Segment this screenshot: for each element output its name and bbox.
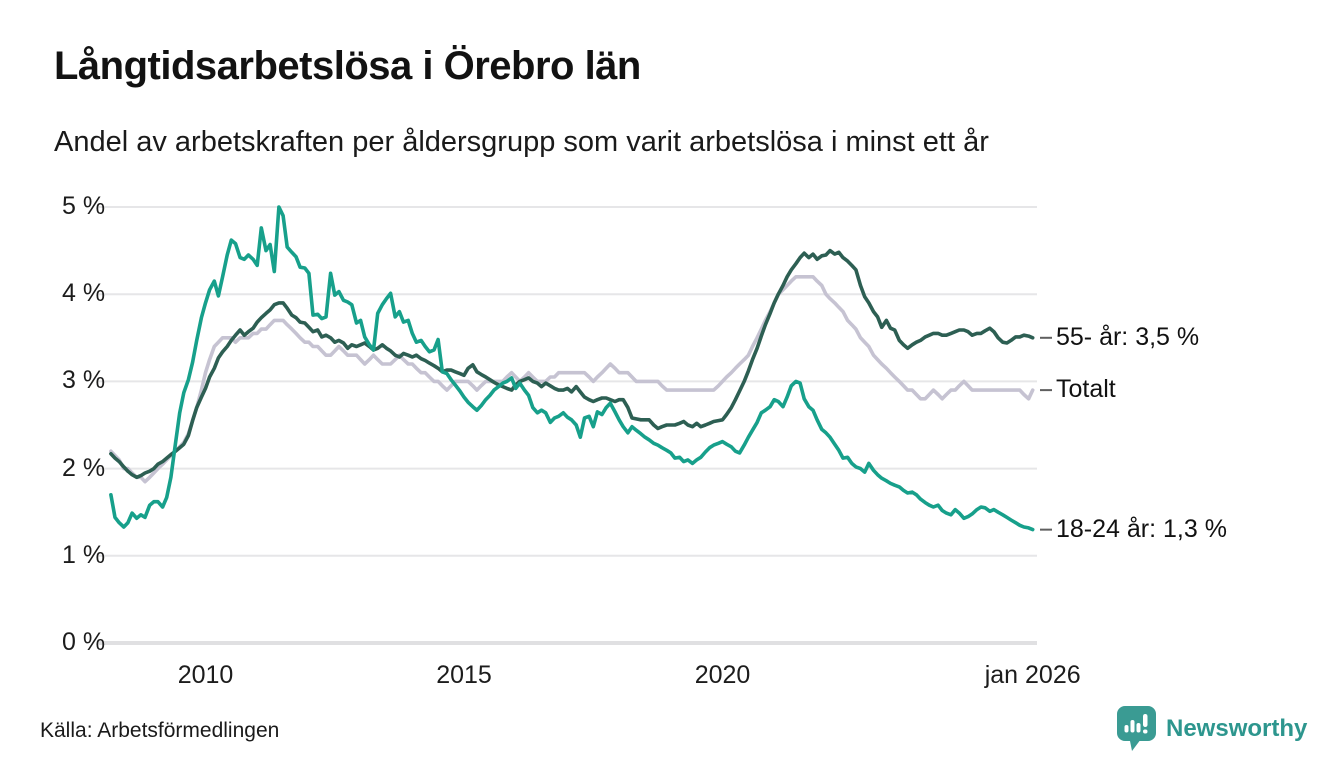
y-axis-tick-label: 2 % — [62, 453, 106, 482]
x-axis-tick-label: 2020 — [694, 661, 751, 689]
x-axis-tick-label: jan 2026 — [984, 661, 1081, 689]
series-end-label-55-r: 55- år: 3,5 % — [1056, 322, 1200, 351]
series-end-label-totalt: Totalt — [1056, 375, 1116, 404]
y-axis-tick-label: 3 % — [62, 366, 106, 395]
x-axis-tick-label: 2015 — [436, 661, 492, 689]
newsworthy-logo[interactable]: Newsworthy — [1116, 705, 1307, 752]
series-line-totalt — [109, 274, 1035, 484]
series-line-55-r — [109, 248, 1035, 480]
series-end-label-18-24-r: 18-24 år: 1,3 % — [1056, 514, 1227, 543]
series-line-18-24-r — [109, 205, 1035, 532]
source-note: Källa: Arbetsförmedlingen — [40, 719, 280, 742]
chart-subtitle: Andel av arbetskraften per åldersgrupp s… — [54, 126, 989, 158]
newsworthy-wordmark: Newsworthy — [1166, 714, 1308, 742]
chart-title: Långtidsarbetslösa i Örebro län — [54, 44, 641, 88]
newsworthy-icon — [1116, 705, 1157, 752]
x-axis-tick-label: 2010 — [177, 661, 234, 689]
y-axis-tick-label: 1 % — [62, 540, 106, 569]
y-axis-tick-label: 0 % — [62, 628, 106, 656]
y-axis-tick-label: 4 % — [62, 279, 106, 308]
y-axis-tick-label: 5 % — [62, 192, 106, 220]
